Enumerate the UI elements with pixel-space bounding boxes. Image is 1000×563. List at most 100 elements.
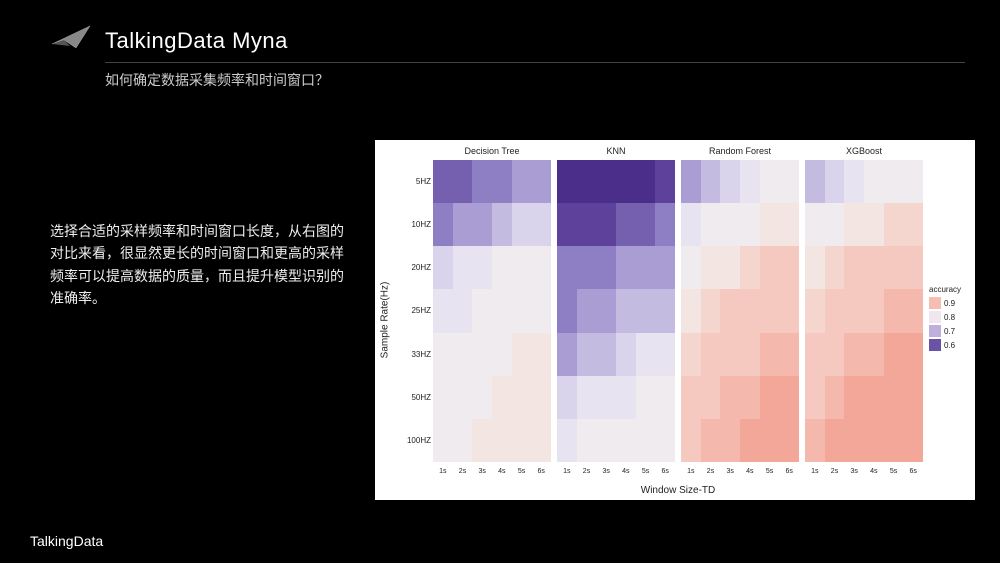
heatmap-cell	[636, 419, 656, 462]
heatmap-cell	[557, 289, 577, 332]
heatmap-cell	[844, 246, 864, 289]
legend-item: 0.6	[929, 339, 969, 351]
heatmap-cell	[512, 419, 532, 462]
x-tick: 4s	[492, 468, 512, 482]
heatmap-row	[805, 419, 923, 462]
heatmap-cell	[884, 419, 904, 462]
heatmap-cell	[596, 333, 616, 376]
heatmap-cell	[492, 203, 512, 246]
heatmap-row	[433, 289, 551, 332]
heatmap-cell	[681, 160, 701, 203]
heatmap-cell	[492, 376, 512, 419]
heatmap-cell	[903, 419, 923, 462]
x-tick: 5s	[636, 468, 656, 482]
heatmap-cell	[531, 419, 551, 462]
facet-title: XGBoost	[805, 146, 923, 160]
heatmap-cell	[864, 333, 884, 376]
heatmap-cell	[825, 160, 845, 203]
heatmap-cell	[596, 419, 616, 462]
heatmap-cell	[720, 376, 740, 419]
heatmap-cell	[681, 246, 701, 289]
heatmap-cell	[884, 203, 904, 246]
heatmap-cell	[655, 333, 675, 376]
heatmap-cell	[681, 419, 701, 462]
heatmap-cell	[884, 376, 904, 419]
heatmap-cell	[472, 376, 492, 419]
heatmap-cell	[433, 419, 453, 462]
heatmap-cell	[825, 203, 845, 246]
x-tick: 1s	[557, 468, 577, 482]
heatmap-cell	[740, 376, 760, 419]
heatmap-cell	[903, 246, 923, 289]
heatmap-cell	[596, 203, 616, 246]
x-tick: 3s	[596, 468, 616, 482]
heatmap-cell	[720, 203, 740, 246]
heatmap-grid	[681, 160, 799, 462]
legend-item: 0.7	[929, 325, 969, 337]
heatmap-cell	[596, 289, 616, 332]
heatmap-cell	[844, 203, 864, 246]
x-tick: 2s	[825, 468, 845, 482]
x-tick: 4s	[616, 468, 636, 482]
heatmap-cell	[433, 376, 453, 419]
subtitle: 如何确定数据采集频率和时间窗口？	[105, 70, 329, 90]
heatmap-cell	[433, 246, 453, 289]
y-tick: 50HZ	[403, 376, 433, 419]
heatmap-cell	[760, 333, 780, 376]
heatmap-cell	[453, 333, 473, 376]
heatmap-cell	[825, 419, 845, 462]
heatmap-cell	[805, 419, 825, 462]
x-tick: 6s	[655, 468, 675, 482]
heatmap-cell	[779, 160, 799, 203]
heatmap-cell	[825, 376, 845, 419]
heatmap-row	[433, 419, 551, 462]
heatmap-cell	[596, 376, 616, 419]
heatmap-cell	[884, 246, 904, 289]
heatmap-row	[681, 376, 799, 419]
heatmap-cell	[701, 419, 721, 462]
legend-label: 0.8	[944, 313, 955, 322]
heatmap-cell	[492, 246, 512, 289]
heatmap-cell	[636, 160, 656, 203]
heatmap-cell	[844, 289, 864, 332]
heatmap-row	[557, 419, 675, 462]
heatmap-cell	[512, 376, 532, 419]
heatmap-cell	[655, 419, 675, 462]
y-ticks: 5HZ10HZ20HZ25HZ33HZ50HZ100HZ	[403, 160, 433, 462]
heatmap-cell	[779, 333, 799, 376]
heatmap-row	[681, 419, 799, 462]
header-divider	[105, 62, 965, 63]
heatmap-cell	[472, 333, 492, 376]
heatmap-cell	[512, 160, 532, 203]
heatmap-cell	[701, 289, 721, 332]
x-tick: 5s	[760, 468, 780, 482]
heatmap-cell	[453, 289, 473, 332]
heatmap-cell	[805, 246, 825, 289]
legend-label: 0.6	[944, 341, 955, 350]
x-tick-group: 1s2s3s4s5s6s	[433, 468, 551, 482]
heatmap-cell	[577, 333, 597, 376]
y-tick: 10HZ	[403, 203, 433, 246]
heatmap-cell	[740, 419, 760, 462]
heatmap-cell	[472, 203, 492, 246]
x-tick: 6s	[779, 468, 799, 482]
heatmap-row	[681, 289, 799, 332]
heatmap-cell	[903, 160, 923, 203]
heatmap-cell	[779, 419, 799, 462]
heatmap-cell	[844, 419, 864, 462]
heatmap-cell	[472, 289, 492, 332]
legend-label: 0.7	[944, 327, 955, 336]
heatmap-cell	[903, 289, 923, 332]
x-tick: 5s	[512, 468, 532, 482]
heatmap-cell	[779, 289, 799, 332]
facet-panel: Decision Tree	[433, 146, 551, 462]
heatmap-cell	[655, 289, 675, 332]
heatmap-cell	[864, 160, 884, 203]
heatmap-cell	[701, 376, 721, 419]
heatmap-cell	[453, 203, 473, 246]
heatmap-cell	[616, 419, 636, 462]
heatmap-cell	[760, 203, 780, 246]
heatmap-cell	[557, 376, 577, 419]
y-tick: 100HZ	[403, 419, 433, 462]
heatmap-cell	[720, 160, 740, 203]
